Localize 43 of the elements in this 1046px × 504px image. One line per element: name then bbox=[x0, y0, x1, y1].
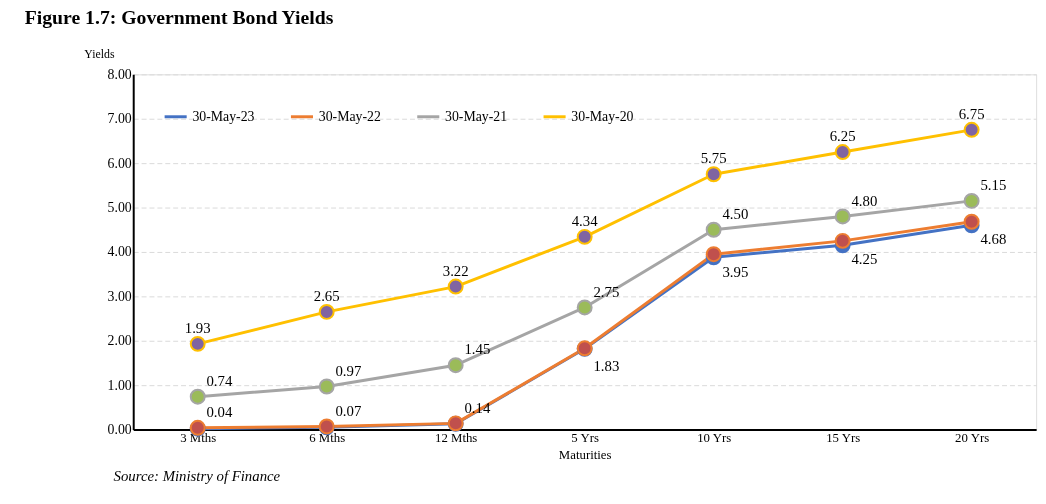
data-label: 3.22 bbox=[442, 262, 469, 279]
data-label: 3.95 bbox=[722, 263, 749, 280]
legend-label: 30-May-20 bbox=[571, 108, 634, 124]
x-tick-label: 10 Yrs bbox=[697, 430, 732, 445]
data-label: 4.80 bbox=[851, 192, 878, 209]
data-label: 5.75 bbox=[700, 150, 727, 167]
data-label: 5.15 bbox=[980, 177, 1007, 194]
source-note: Source: Ministry of Finance bbox=[113, 467, 281, 484]
data-label: 0.97 bbox=[335, 362, 362, 379]
y-tick-label: 7.00 bbox=[107, 111, 132, 127]
data-label: 4.50 bbox=[722, 205, 749, 222]
data-label: 4.34 bbox=[571, 213, 599, 229]
data-label: 1.93 bbox=[184, 320, 211, 337]
y-axis-title: Yields bbox=[84, 47, 115, 62]
data-label: 6.75 bbox=[958, 105, 985, 122]
data-label: 1.83 bbox=[593, 358, 620, 375]
legend-label: 30-May-21 bbox=[445, 108, 508, 124]
y-tick-label: 3.00 bbox=[107, 288, 132, 304]
y-tick-label: 0.00 bbox=[107, 422, 132, 438]
data-label: 6.25 bbox=[829, 128, 856, 145]
x-tick-label: 15 Yrs bbox=[826, 430, 861, 445]
data-label: 2.65 bbox=[313, 288, 340, 305]
data-label: 0.04 bbox=[206, 403, 233, 420]
x-tick-label: 12 Mths bbox=[434, 430, 478, 445]
data-label: 2.75 bbox=[593, 283, 620, 300]
chart-title: Figure 1.7: Government Bond Yields bbox=[24, 6, 334, 28]
data-label: 1.45 bbox=[464, 341, 491, 358]
y-tick-label: 6.00 bbox=[107, 155, 132, 171]
data-label: 0.07 bbox=[335, 402, 362, 419]
y-tick-label: 5.00 bbox=[107, 199, 132, 215]
legend-label: 30-May-22 bbox=[318, 108, 381, 124]
data-label: 0.74 bbox=[206, 372, 233, 389]
data-label: 4.25 bbox=[851, 250, 878, 267]
x-axis-title: Maturities bbox=[558, 447, 612, 462]
x-tick-label: 20 Yrs bbox=[955, 430, 990, 445]
legend-label: 30-May-23 bbox=[192, 108, 255, 124]
y-tick-label: 8.00 bbox=[107, 66, 132, 82]
x-tick-label: 6 Mths bbox=[309, 430, 346, 445]
y-tick-label: 4.00 bbox=[107, 244, 132, 260]
x-tick-label: 5 Yrs bbox=[571, 430, 599, 445]
y-tick-label: 2.00 bbox=[107, 333, 132, 349]
y-tick-label: 1.00 bbox=[107, 377, 132, 393]
data-label: 4.68 bbox=[980, 231, 1007, 248]
